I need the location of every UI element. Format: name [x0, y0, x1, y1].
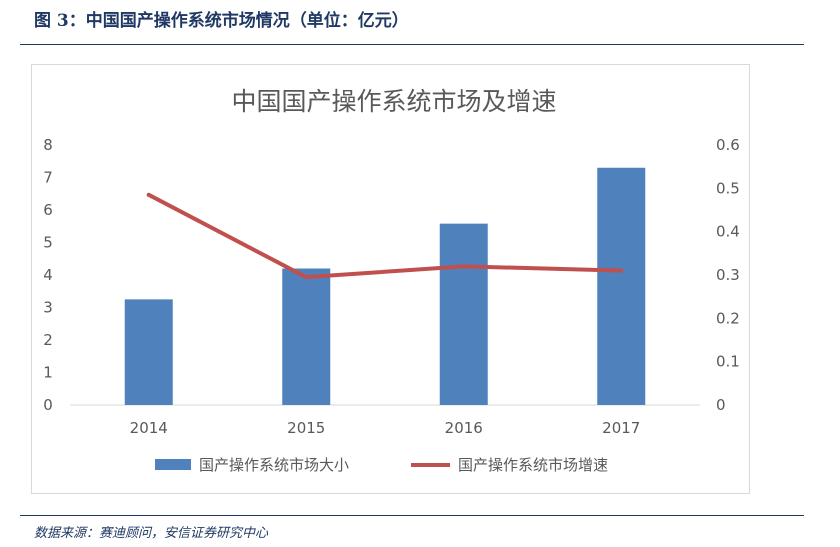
left-tick-label: 6 [43, 201, 53, 219]
right-axis-ticks: 0 0.1 0.2 0.3 0.4 0.5 0.6 [716, 136, 740, 414]
x-tick-label: 2014 [130, 419, 168, 437]
left-tick-label: 1 [43, 364, 53, 382]
source-note: 数据来源：赛迪顾问，安信证券研究中心 [34, 526, 269, 541]
left-tick-label: 3 [43, 299, 53, 317]
growth-point-2016 [461, 264, 466, 269]
top-rule [20, 44, 804, 45]
chart-title: 中国国产操作系统市场及增速 [231, 87, 556, 116]
left-tick-label: 2 [43, 331, 53, 349]
left-axis-ticks: 0 1 2 3 4 5 6 7 8 [43, 136, 53, 414]
bar-series [124, 167, 646, 405]
left-tick-label: 8 [43, 136, 53, 154]
left-tick-label: 4 [43, 266, 53, 284]
x-tick-label: 2017 [602, 419, 640, 437]
bar-2017 [597, 167, 646, 405]
legend-bar-swatch [155, 459, 191, 470]
right-tick-label: 0 [716, 396, 726, 414]
legend-line-label: 国产操作系统市场增速 [458, 456, 608, 474]
x-tick-label: 2016 [445, 419, 483, 437]
bar-2015 [282, 268, 331, 405]
left-tick-label: 7 [43, 169, 53, 187]
line-series [146, 192, 624, 280]
growth-point-2014 [146, 192, 151, 197]
x-tick-label: 2015 [287, 419, 325, 437]
bar-2014 [124, 299, 173, 405]
left-tick-label: 5 [43, 234, 53, 252]
right-tick-label: 0.3 [716, 266, 740, 284]
legend: 国产操作系统市场大小 国产操作系统市场增速 [155, 456, 608, 474]
right-tick-label: 0.1 [716, 353, 740, 371]
chart-frame [31, 64, 750, 494]
growth-point-2017 [619, 268, 624, 273]
right-tick-label: 0.4 [716, 223, 740, 241]
x-axis-ticks: 2014 2015 2016 2017 [130, 419, 641, 437]
right-tick-label: 0.6 [716, 136, 740, 154]
bar-2016 [439, 223, 488, 405]
bottom-rule [20, 515, 804, 516]
right-tick-label: 0.5 [716, 179, 740, 197]
right-tick-label: 0.2 [716, 309, 740, 327]
growth-point-2015 [304, 275, 309, 280]
legend-bar-label: 国产操作系统市场大小 [199, 456, 349, 474]
growth-line [146, 192, 624, 280]
left-tick-label: 0 [43, 396, 53, 414]
figure-caption: 图 3：中国国产操作系统市场情况（单位：亿元） [34, 11, 409, 31]
